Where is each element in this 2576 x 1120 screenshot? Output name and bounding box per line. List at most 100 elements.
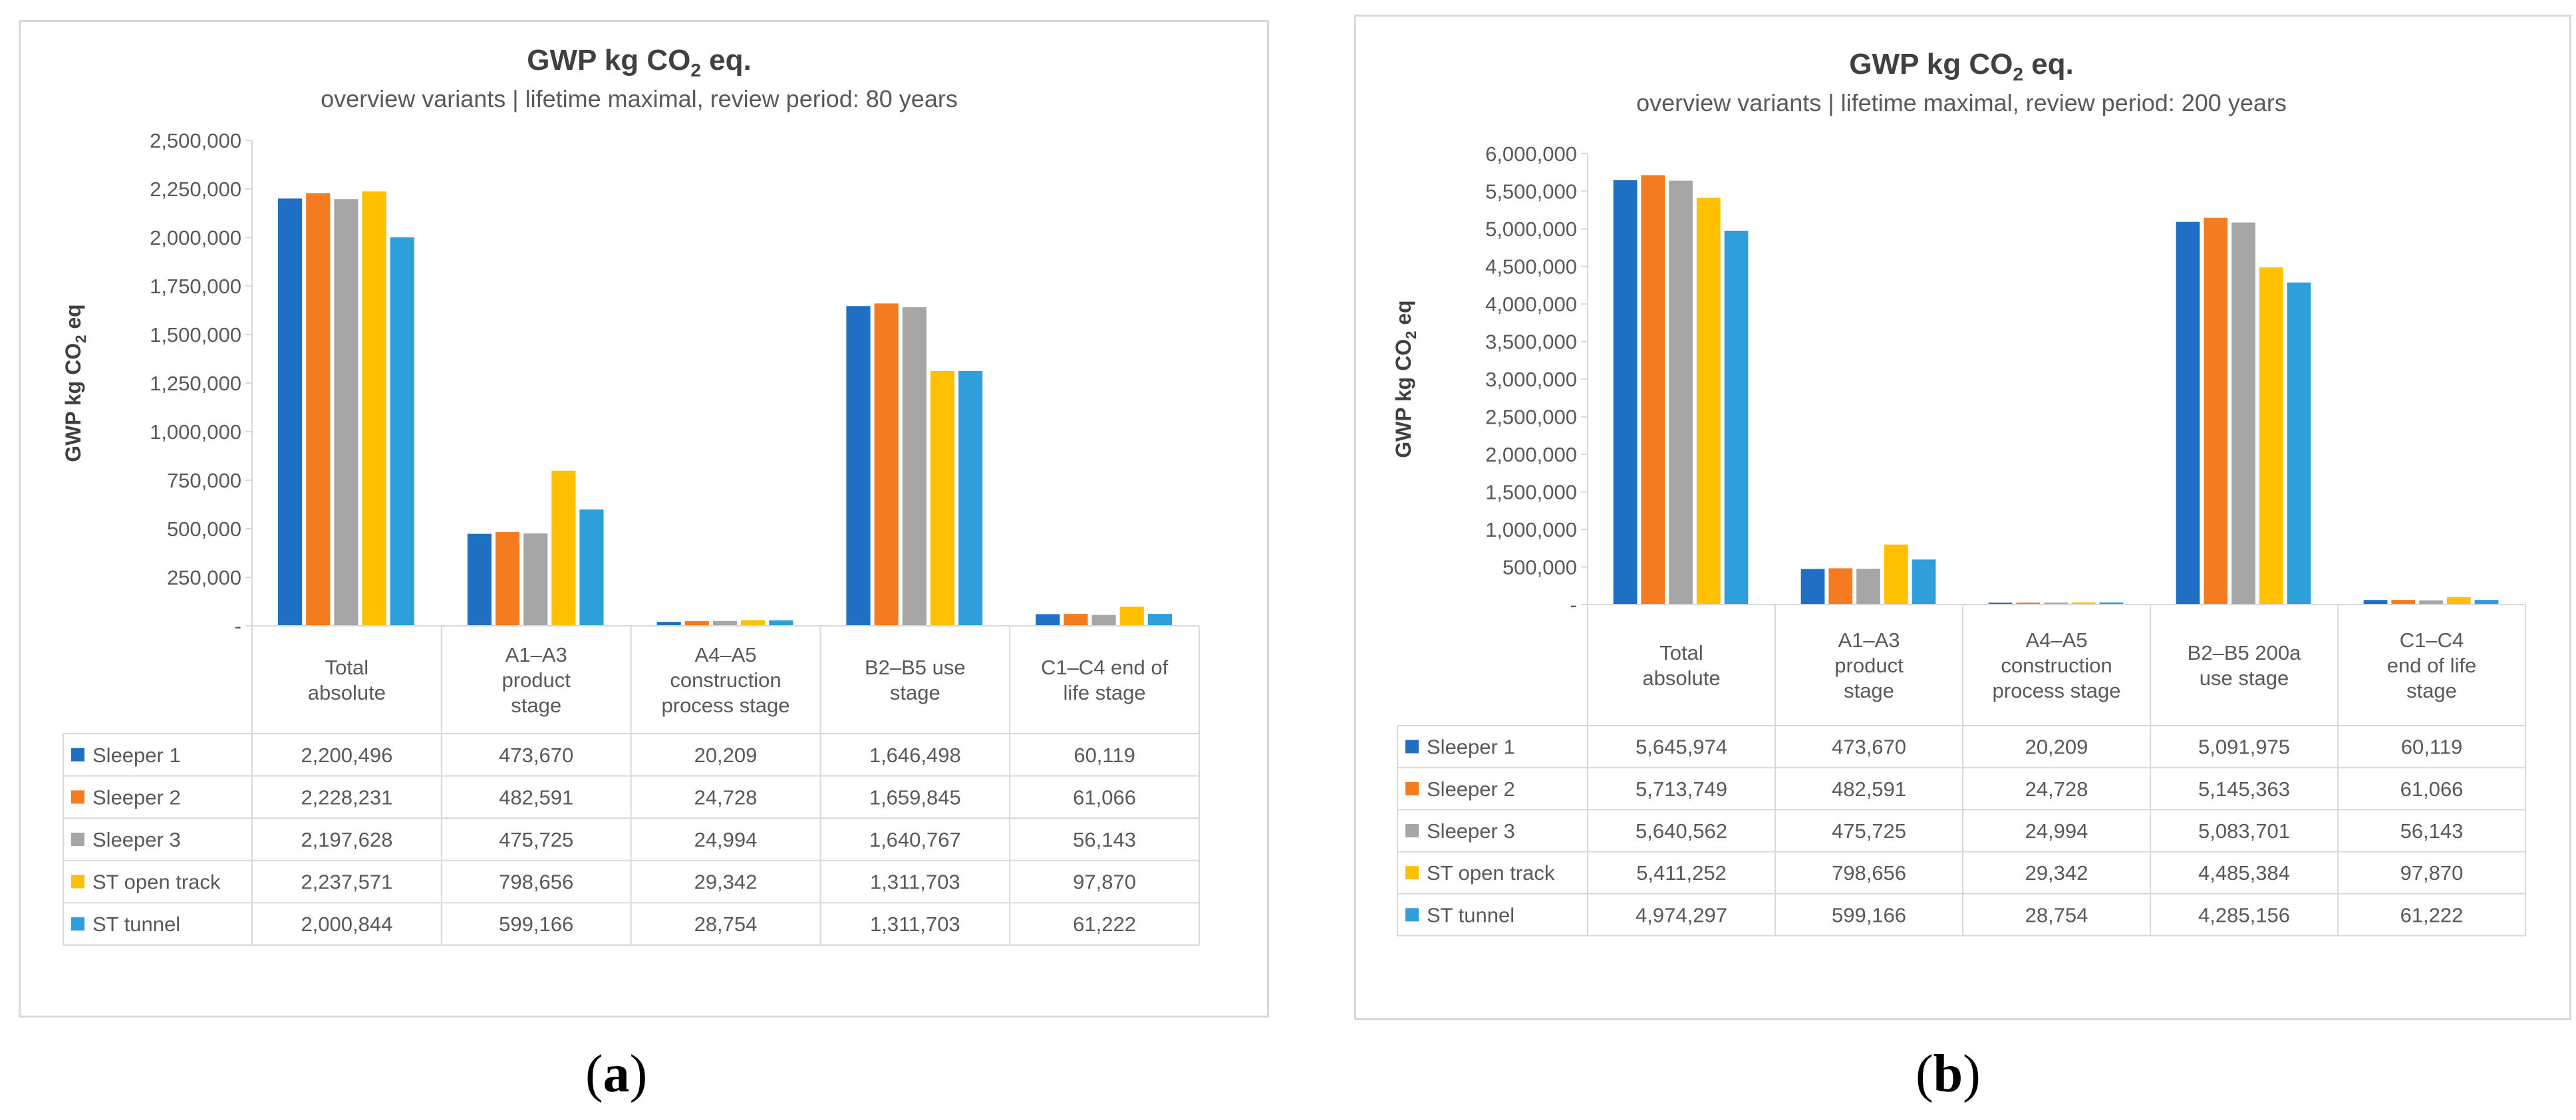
y-tick-label: 2,250,000 bbox=[150, 178, 241, 201]
legend-label: Sleeper 1 bbox=[92, 744, 181, 767]
bar-st-tunnel bbox=[958, 370, 983, 626]
x-category-label: Total absolute bbox=[308, 656, 386, 704]
bar-sleeper-1 bbox=[846, 306, 871, 626]
bar-sleeper-3 bbox=[1091, 615, 1116, 626]
y-tick-label: 3,500,000 bbox=[1485, 331, 1577, 354]
legend-swatch bbox=[1405, 824, 1419, 837]
table-cell-value: 61,066 bbox=[1073, 785, 1136, 809]
table-cell-value: 2,237,571 bbox=[301, 871, 392, 894]
table-cell-value: 61,066 bbox=[2400, 777, 2464, 801]
bar-st-tunnel bbox=[390, 237, 414, 626]
legend-swatch bbox=[71, 790, 84, 804]
legend-label: ST tunnel bbox=[92, 912, 180, 936]
y-tick-label: 500,000 bbox=[1503, 556, 1577, 579]
y-tick-label: 1,000,000 bbox=[150, 420, 241, 444]
y-tick-label: 2,000,000 bbox=[150, 226, 241, 249]
bar-sleeper-3 bbox=[2419, 600, 2443, 605]
bar-st-open-track bbox=[2071, 602, 2096, 605]
chart-a: GWP kg CO2 eq. overview variants | lifeti… bbox=[61, 44, 1200, 946]
bar-sleeper-1 bbox=[2363, 600, 2388, 605]
bar-sleeper-3 bbox=[1856, 569, 1880, 605]
y-tick-label: - bbox=[1570, 593, 1577, 617]
table-cell-value: 5,145,363 bbox=[2198, 777, 2290, 801]
y-tick-label: 500,000 bbox=[167, 517, 241, 541]
bar-st-tunnel bbox=[1912, 559, 1936, 605]
table-cell-value: 1,311,703 bbox=[870, 871, 960, 894]
bar-st-tunnel bbox=[1147, 614, 1172, 626]
table-cell-value: 29,342 bbox=[694, 871, 758, 894]
legend-swatch bbox=[1405, 866, 1419, 880]
table-cell-value: 28,754 bbox=[694, 912, 758, 936]
table-cell-value: 4,974,297 bbox=[1636, 903, 1727, 926]
y-tick-label: 750,000 bbox=[167, 469, 241, 492]
bar-sleeper-1 bbox=[1988, 603, 2013, 605]
y-tick-label: 1,000,000 bbox=[1485, 518, 1577, 541]
table-cell-value: 20,209 bbox=[2025, 736, 2088, 759]
table-cell-value: 56,143 bbox=[1073, 828, 1136, 851]
table-cell-value: 475,725 bbox=[1832, 819, 1906, 843]
chart-panel-b: GWP kg CO2 eq. overview variants | lifeti… bbox=[1354, 15, 2571, 1020]
bar-st-tunnel bbox=[2099, 602, 2124, 605]
x-category-label: C1–C4 end of life stage bbox=[1041, 656, 1169, 704]
x-category-label: Total absolute bbox=[1642, 641, 1720, 690]
table-cell-value: 60,119 bbox=[2401, 736, 2463, 759]
x-category-label: B2–B5 use stage bbox=[865, 656, 966, 704]
table-cell-value: 798,656 bbox=[499, 871, 573, 894]
legend-swatch bbox=[71, 748, 84, 762]
table-cell-value: 1,659,845 bbox=[869, 785, 961, 809]
panel-label-b-letter: b bbox=[1933, 1045, 1963, 1103]
table-cell-value: 1,311,703 bbox=[870, 912, 960, 936]
table-cell-value: 5,091,975 bbox=[2198, 736, 2290, 759]
table-cell-value: 24,994 bbox=[694, 828, 758, 851]
legend-label: ST open track bbox=[92, 871, 221, 894]
bar-sleeper-3 bbox=[2231, 222, 2255, 605]
y-axis-label: GWP kg CO2 eq bbox=[61, 304, 89, 462]
bar-sleeper-1 bbox=[656, 622, 681, 626]
table-cell-value: 20,209 bbox=[694, 744, 758, 767]
table-cell-value: 2,200,496 bbox=[301, 744, 392, 767]
legend-label: Sleeper 1 bbox=[1427, 736, 1515, 759]
table-cell-value: 5,713,749 bbox=[1636, 777, 1727, 801]
y-axis-label: GWP kg CO2 eq bbox=[1391, 300, 1419, 458]
bar-st-open-track bbox=[1119, 607, 1144, 626]
bar-st-open-track bbox=[2259, 267, 2283, 605]
chart-panel-a: GWP kg CO2 eq. overview variants | lifeti… bbox=[19, 20, 1269, 1018]
y-tick-label: - bbox=[235, 615, 241, 638]
chart-title: GWP kg CO2 eq. bbox=[1849, 48, 2073, 84]
y-tick-label: 1,500,000 bbox=[1485, 481, 1577, 504]
table-cell-value: 599,166 bbox=[1832, 903, 1906, 926]
y-tick-label: 1,250,000 bbox=[150, 372, 241, 395]
chart-b: GWP kg CO2 eq. overview variants | lifeti… bbox=[1391, 48, 2526, 936]
table-cell-value: 97,870 bbox=[1073, 871, 1136, 894]
bar-sleeper-1 bbox=[1800, 569, 1825, 605]
table-cell-value: 1,640,767 bbox=[869, 828, 961, 851]
bar-sleeper-1 bbox=[467, 533, 492, 626]
table-cell-value: 4,285,156 bbox=[2198, 903, 2290, 926]
legend-label: Sleeper 2 bbox=[1427, 777, 1515, 801]
bar-st-tunnel bbox=[2474, 600, 2499, 605]
bar-sleeper-3 bbox=[2044, 603, 2068, 605]
table-cell-value: 28,754 bbox=[2025, 903, 2088, 926]
bar-st-tunnel bbox=[769, 620, 793, 626]
table-cell-value: 2,000,844 bbox=[301, 912, 392, 936]
table-cell-value: 475,725 bbox=[499, 828, 573, 851]
panel-label-a-letter: a bbox=[603, 1045, 630, 1103]
table-cell-value: 97,870 bbox=[2400, 861, 2464, 885]
bar-sleeper-3 bbox=[523, 533, 548, 626]
table-cell-value: 4,485,384 bbox=[2198, 861, 2290, 885]
y-tick-label: 4,000,000 bbox=[1485, 293, 1577, 316]
bar-sleeper-2 bbox=[495, 532, 520, 626]
bar-st-tunnel bbox=[579, 509, 604, 626]
chart-title: GWP kg CO2 eq. bbox=[527, 44, 751, 80]
legend-label: Sleeper 3 bbox=[92, 828, 181, 851]
y-tick-label: 5,500,000 bbox=[1485, 180, 1577, 204]
legend-label: Sleeper 2 bbox=[92, 785, 181, 809]
legend-label: ST open track bbox=[1427, 861, 1555, 885]
legend-label: ST tunnel bbox=[1427, 903, 1514, 926]
table-cell-value: 61,222 bbox=[1073, 912, 1136, 936]
bar-sleeper-2 bbox=[1641, 175, 1665, 605]
y-tick-label: 2,500,000 bbox=[1485, 406, 1577, 429]
y-tick-label: 2,500,000 bbox=[150, 129, 241, 152]
bar-sleeper-1 bbox=[278, 198, 303, 626]
x-category-label: A4–A5 construction process stage bbox=[662, 643, 790, 717]
